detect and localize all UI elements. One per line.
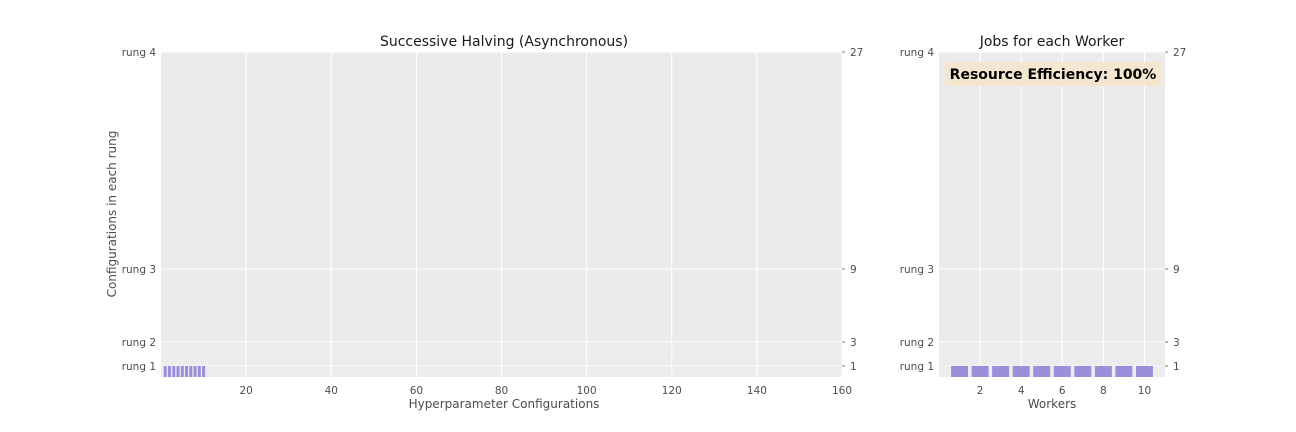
- worker-bar: [1074, 366, 1092, 377]
- config-bar: [197, 366, 201, 377]
- config-bar: [176, 366, 180, 377]
- yticks-left-counts: 1 3 9 27: [842, 47, 863, 373]
- config-bar: [202, 366, 206, 377]
- x-tick-label: 10: [1138, 385, 1151, 397]
- x-tick-label: 60: [410, 385, 423, 397]
- yticks-left-rungs: rung 1 rung 2 rung 3 rung 4: [122, 47, 157, 373]
- worker-bar: [1012, 366, 1030, 377]
- x-tick-label: 4: [1018, 385, 1025, 397]
- y-tick-label-count: 27: [850, 47, 863, 59]
- y-tick-label-count: 1: [1173, 361, 1180, 373]
- y-tick-label-count: 3: [850, 337, 857, 349]
- x-tick-label: 6: [1059, 385, 1066, 397]
- y-tick-label-rung: rung 3: [900, 264, 934, 276]
- efficiency-annotation: Resource Efficiency: 100%: [950, 67, 1157, 83]
- worker-bar: [951, 366, 969, 377]
- y-tick-label-count: 3: [1173, 337, 1180, 349]
- config-bar: [180, 366, 184, 377]
- grid-left: [161, 51, 843, 377]
- bars-left: [163, 366, 206, 377]
- x-tick-label: 8: [1100, 385, 1107, 397]
- config-bar: [193, 366, 197, 377]
- worker-bar: [1033, 366, 1051, 377]
- y-tick-label-count: 9: [850, 264, 857, 276]
- yticks-right-counts: 1 3 9 27: [1165, 47, 1186, 373]
- y-axis-label-left: Configurations in each rung: [105, 131, 119, 298]
- config-bar: [185, 366, 189, 377]
- y-tick-label-rung: rung 1: [122, 361, 156, 373]
- y-tick-label-rung: rung 2: [122, 337, 156, 349]
- y-tick-label-rung: rung 4: [122, 47, 157, 59]
- x-axis-label-right: Workers: [1028, 397, 1077, 411]
- x-tick-label: 2: [977, 385, 984, 397]
- y-tick-label-rung: rung 3: [122, 264, 156, 276]
- config-bar: [168, 366, 172, 377]
- config-bar: [163, 366, 167, 377]
- config-bar: [189, 366, 193, 377]
- x-tick-label: 140: [747, 385, 767, 397]
- x-tick-label: 80: [495, 385, 508, 397]
- worker-bar: [1053, 366, 1071, 377]
- x-tick-label: 120: [662, 385, 682, 397]
- bars-right: [951, 366, 1153, 377]
- yticks-right-rungs: rung 1 rung 2 rung 3 rung 4: [900, 47, 935, 373]
- x-tick-label: 40: [325, 385, 338, 397]
- x-tick-label: 160: [832, 385, 852, 397]
- chart-title-right: Jobs for each Worker: [979, 34, 1125, 50]
- efficiency-annotation-box: [945, 62, 1161, 86]
- plot-area-right: [939, 52, 1165, 377]
- worker-bar: [971, 366, 989, 377]
- y-tick-label-rung: rung 4: [900, 47, 935, 59]
- chart-title-left: Successive Halving (Asynchronous): [380, 34, 628, 50]
- x-tick-label: 100: [577, 385, 597, 397]
- y-tick-label-rung: rung 2: [900, 337, 934, 349]
- y-tick-label-rung: rung 1: [900, 361, 934, 373]
- y-tick-label-count: 9: [1173, 264, 1180, 276]
- worker-bar: [1135, 366, 1153, 377]
- x-axis-label-left: Hyperparameter Configurations: [409, 397, 600, 411]
- y-tick-label-count: 27: [1173, 47, 1186, 59]
- worker-bar: [1094, 366, 1112, 377]
- worker-bar: [992, 366, 1010, 377]
- y-tick-label-count: 1: [850, 361, 857, 373]
- xticks-right: 2 4 6 8 10: [977, 385, 1151, 397]
- worker-bar: [1115, 366, 1133, 377]
- jobs-per-worker-chart: 2 4 6 8 10 rung 1 rung 2 rung 3 rung 4 1 3 9 27 Jo…: [900, 34, 1187, 411]
- xticks-left: 20 40 60 80 100 120 140 160: [239, 385, 852, 397]
- config-bar: [172, 366, 176, 377]
- x-tick-label: 20: [239, 385, 252, 397]
